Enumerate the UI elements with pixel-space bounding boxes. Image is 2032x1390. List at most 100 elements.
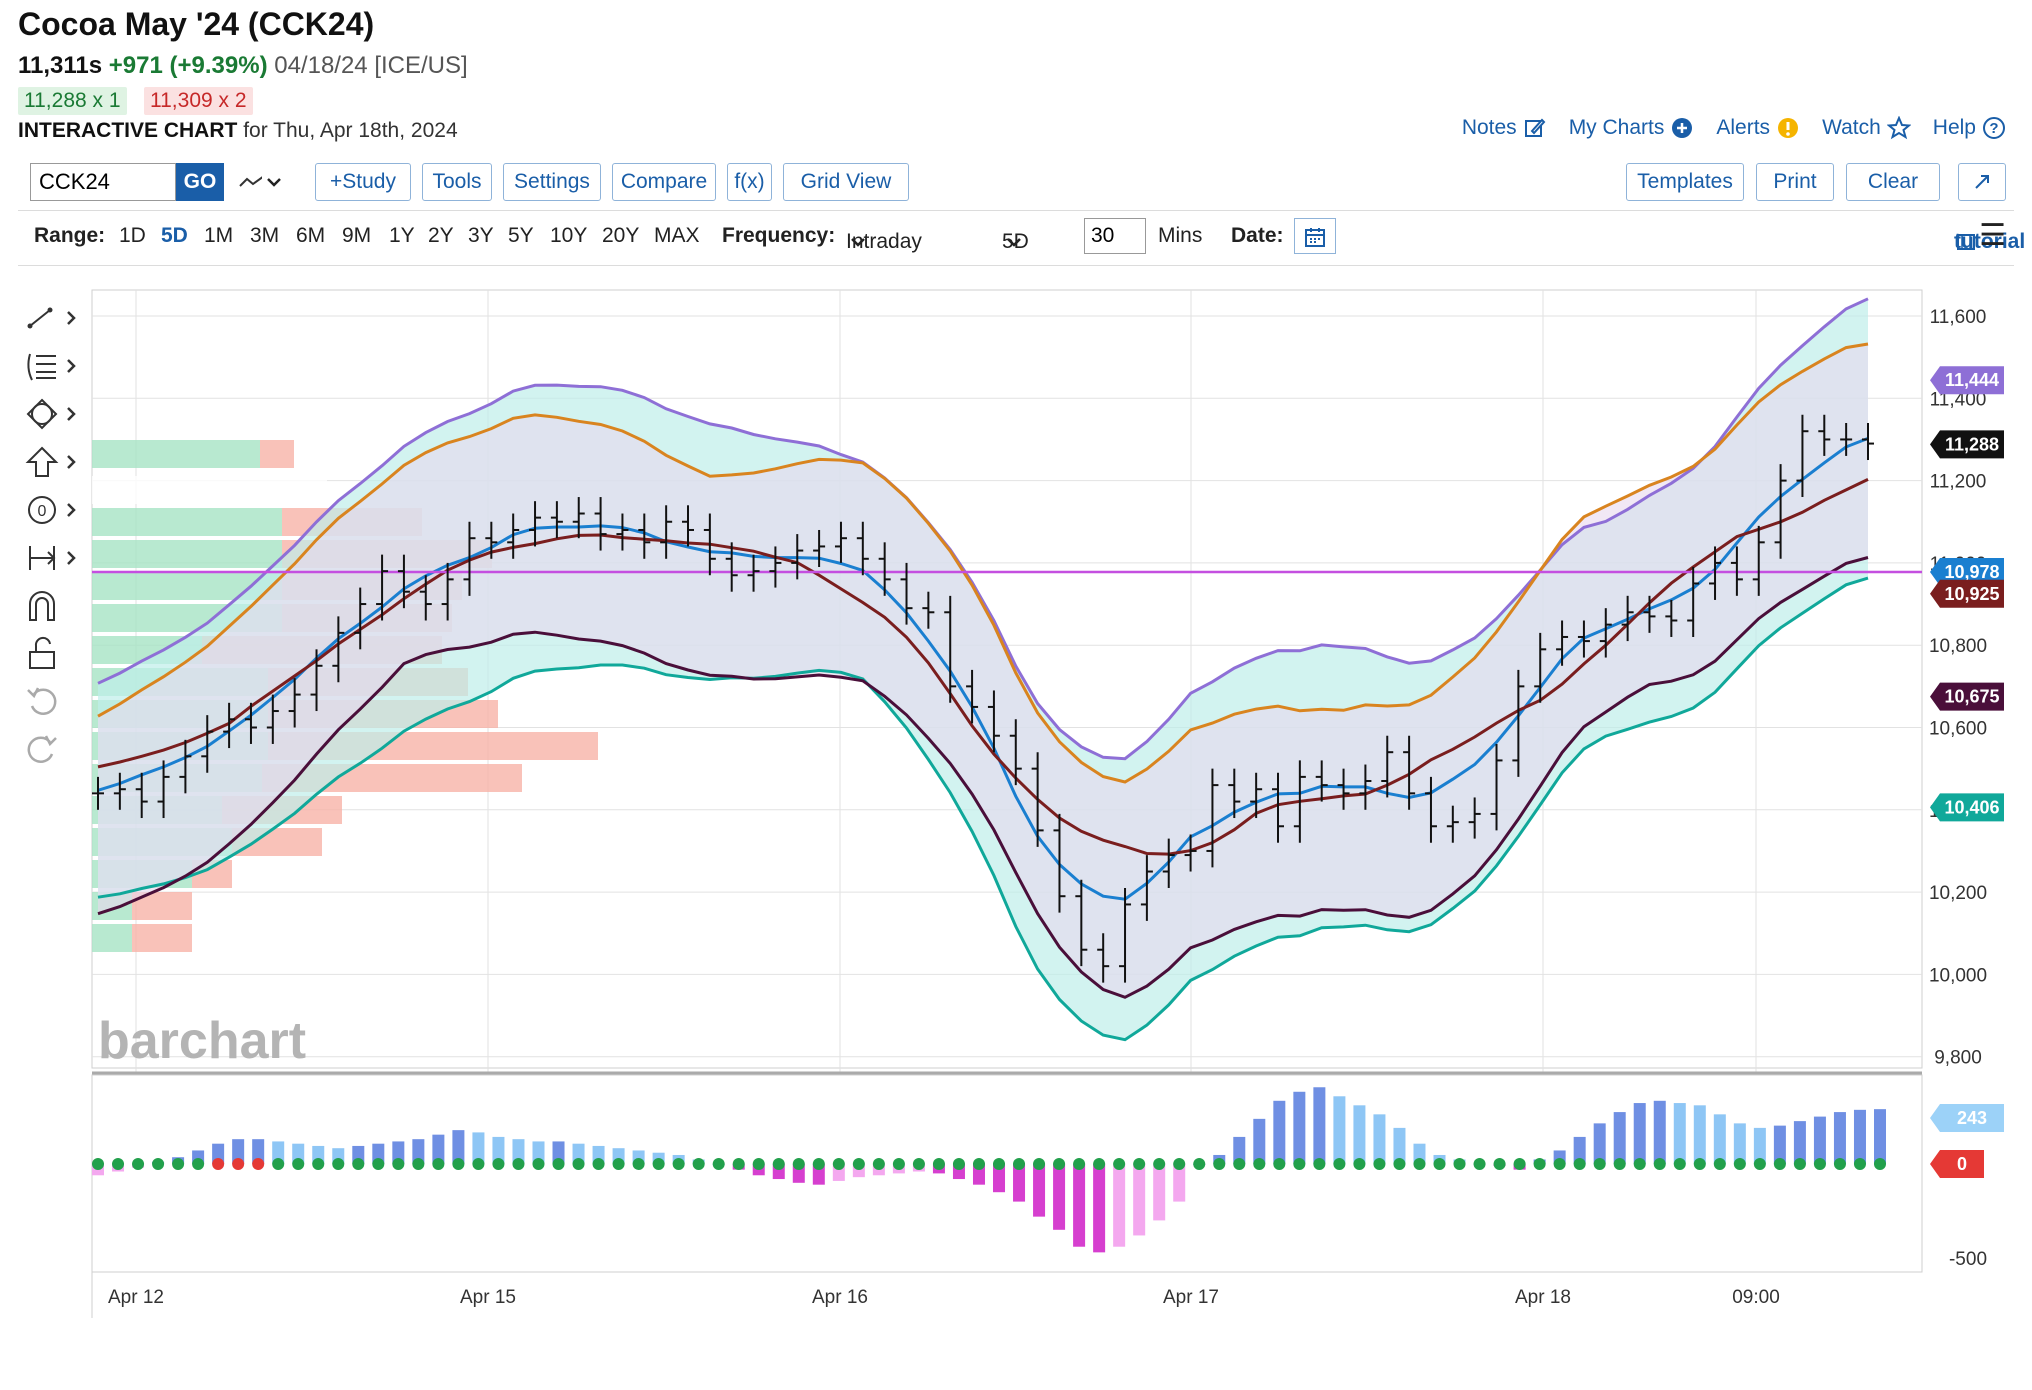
frequency-value: Intraday (846, 230, 922, 253)
print-button[interactable]: Print (1756, 163, 1834, 201)
grid-view-button[interactable]: Grid View (783, 163, 909, 201)
zero-line-dot (612, 1158, 625, 1170)
go-button[interactable]: GO (176, 163, 224, 201)
ohlc-bar (1599, 608, 1612, 658)
range-9m[interactable]: 9M (342, 224, 372, 247)
range-3y[interactable]: 3Y (468, 224, 494, 247)
date-picker-button[interactable] (1294, 218, 1336, 254)
zero-line-dot (1153, 1158, 1166, 1170)
zero-line-dot (1373, 1158, 1386, 1170)
moving-average-line (97, 437, 1869, 901)
ohlc-bar (1490, 743, 1503, 831)
shape-tool[interactable] (24, 394, 80, 434)
ohlc-bar (834, 521, 847, 563)
ohlc-bar (660, 505, 673, 559)
ohlc-bar (1053, 813, 1066, 913)
zero-line-dot (192, 1158, 205, 1170)
histogram-bar (252, 1139, 265, 1164)
ohlc-bar (332, 616, 345, 683)
measure-tool[interactable] (24, 538, 80, 578)
alerts-link[interactable]: Alerts (1716, 116, 1800, 140)
zero-line-dot (1233, 1158, 1246, 1170)
ohlc-bar (1293, 760, 1306, 843)
templates-button[interactable]: Templates (1626, 163, 1744, 201)
help-link[interactable]: Help ? (1933, 116, 2006, 140)
range-20y[interactable]: 20Y (602, 224, 640, 247)
study-button[interactable]: +Study (315, 163, 411, 201)
zero-line-dot (1093, 1158, 1106, 1170)
ohlc-bar (223, 702, 236, 749)
zero-line-dot (92, 1158, 104, 1170)
tools-button[interactable]: Tools (422, 163, 492, 201)
histogram-bar (1874, 1109, 1886, 1164)
range-3m[interactable]: 3M (250, 224, 280, 247)
ohlc-bar (769, 546, 782, 588)
chart-type-dropdown[interactable] (232, 163, 292, 201)
magnet-tool[interactable] (24, 586, 80, 626)
y-tick-label: 11,400 (1930, 389, 1987, 410)
ohlc-bar (1031, 752, 1044, 847)
line-chart-icon (238, 170, 262, 194)
range-max[interactable]: MAX (654, 224, 700, 247)
date-label: Date: (1231, 224, 1284, 247)
range-1m[interactable]: 1M (204, 224, 234, 247)
watch-link[interactable]: Watch (1822, 116, 1911, 140)
zero-line-dot (993, 1158, 1006, 1170)
zero-line-dot (1033, 1158, 1046, 1170)
symbol-input[interactable] (30, 163, 176, 201)
minutes-input[interactable] (1084, 218, 1146, 254)
histogram-bar (1113, 1164, 1126, 1247)
range-10y[interactable]: 10Y (550, 224, 588, 247)
expand-button[interactable] (1958, 163, 2006, 201)
ohlc-bar (703, 513, 716, 576)
zero-line-dot (312, 1158, 325, 1170)
measure-icon (29, 546, 76, 570)
ohlc-bar (92, 776, 104, 810)
zero-line-dot (1353, 1158, 1366, 1170)
settings-button[interactable]: Settings (503, 163, 601, 201)
trendline-tool[interactable] (24, 298, 80, 338)
clear-button[interactable]: Clear (1846, 163, 1940, 201)
histogram-bar (1673, 1103, 1686, 1164)
histogram-bar (1333, 1096, 1346, 1164)
svg-text:0: 0 (1957, 1154, 1967, 1174)
y-tick-label: 10,000 (1929, 965, 1987, 986)
minutes-unit: Mins (1158, 224, 1203, 247)
fx-button[interactable]: f(x) (727, 163, 772, 201)
zero-line-dot (932, 1158, 945, 1170)
compare-button[interactable]: Compare (612, 163, 716, 201)
zero-line-dot (1313, 1158, 1326, 1170)
menu-icon[interactable]: ☰ (1979, 219, 2006, 252)
histogram-bar (1293, 1091, 1306, 1164)
zero-line-dot (1573, 1158, 1586, 1170)
histogram-bar (1133, 1164, 1146, 1236)
redo-tool[interactable] (24, 730, 80, 770)
histogram-bar (392, 1141, 405, 1164)
star-icon (1886, 116, 1911, 140)
my-charts-link[interactable]: My Charts (1569, 116, 1695, 140)
histogram-bar (1793, 1121, 1806, 1164)
ohlc-bar (1359, 764, 1372, 810)
y-tick-label: 9,800 (1934, 1048, 1982, 1069)
histogram-bar (993, 1164, 1006, 1193)
fibonacci-tool[interactable] (24, 346, 80, 386)
lock-tool[interactable] (24, 634, 80, 674)
undo-tool[interactable] (24, 682, 80, 722)
range-2y[interactable]: 2Y (428, 224, 454, 247)
arrow-tool[interactable] (24, 442, 80, 482)
zero-line-dot (1733, 1158, 1746, 1170)
range-5d[interactable]: 5D (161, 224, 188, 247)
interactive-chart-label: INTERACTIVE CHART for Thu, Apr 18th, 202… (18, 119, 458, 143)
marker-tool[interactable]: 0 (24, 490, 80, 530)
price-tag: 11,444 (1930, 366, 2004, 395)
range-1d[interactable]: 1D (119, 224, 146, 247)
notes-link[interactable]: Notes (1462, 116, 1547, 140)
range-1y[interactable]: 1Y (389, 224, 415, 247)
undo-icon (27, 687, 57, 715)
range-5y[interactable]: 5Y (508, 224, 534, 247)
histogram-bar (1153, 1164, 1166, 1221)
range-6m[interactable]: 6M (296, 224, 326, 247)
ohlc-bar (529, 501, 542, 547)
zero-line-dot (1493, 1158, 1506, 1170)
